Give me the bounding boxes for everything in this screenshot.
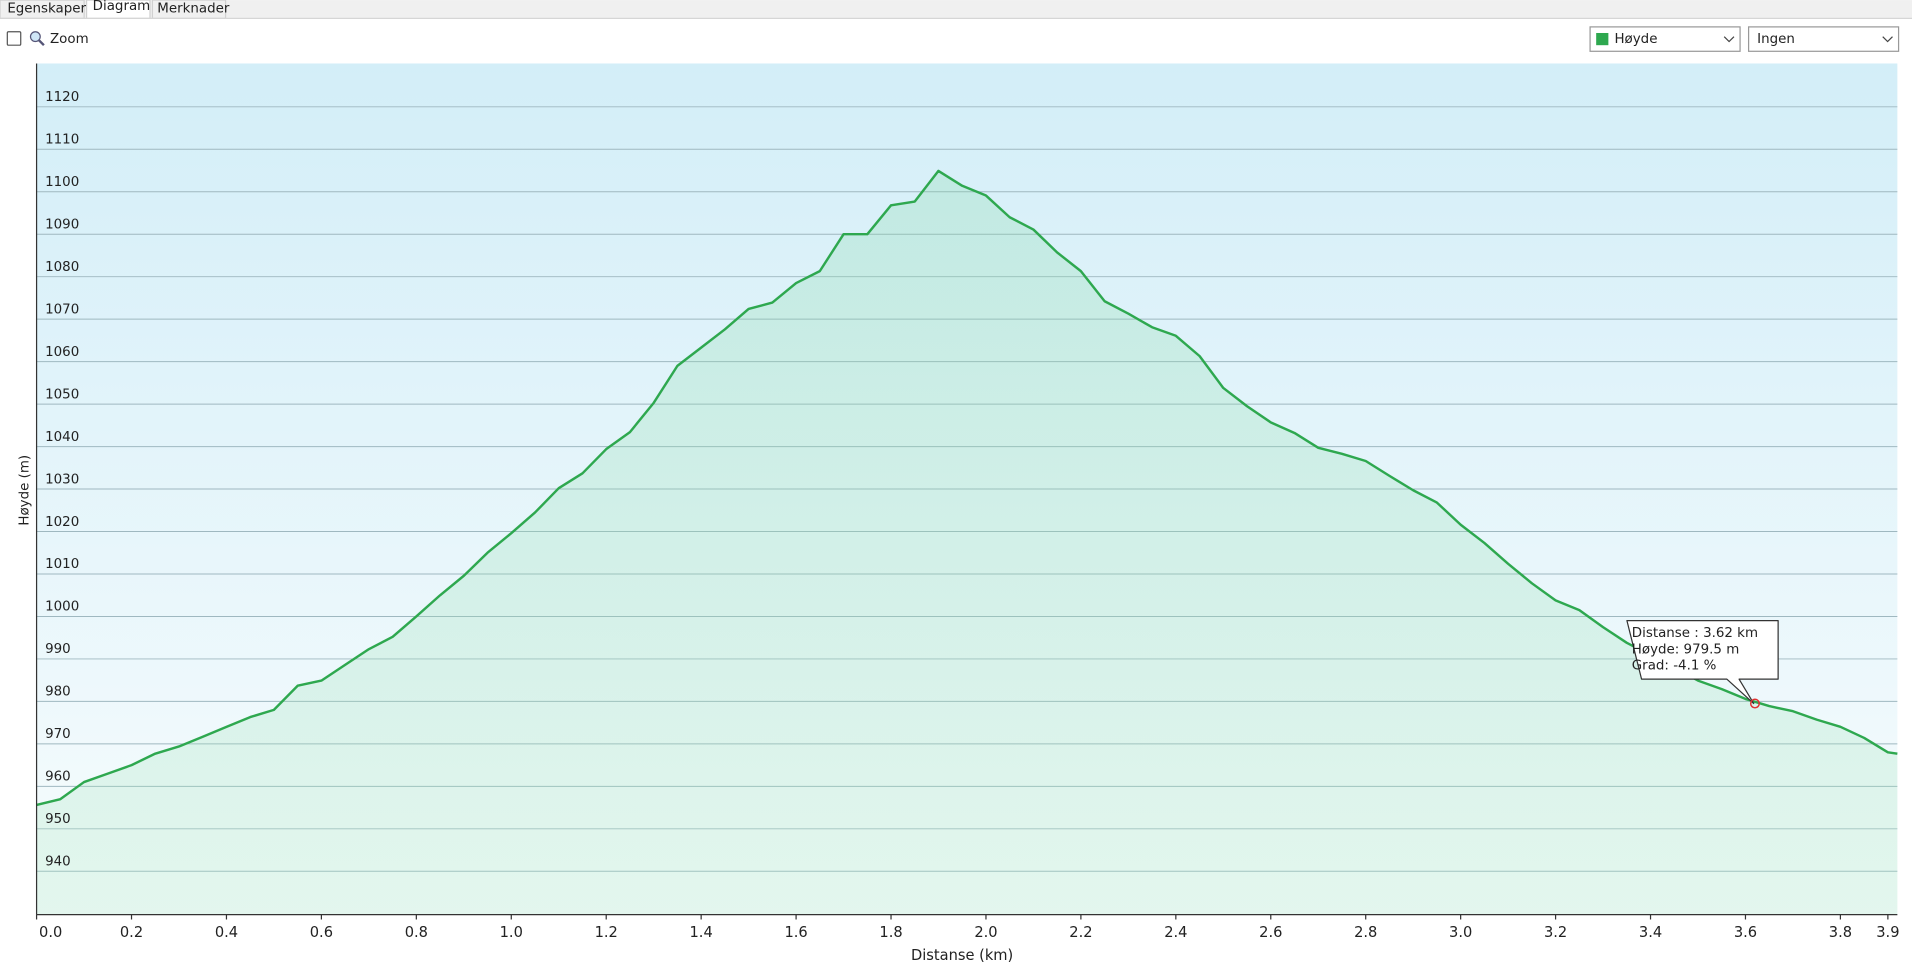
y-tick-label: 950 <box>45 812 71 827</box>
x-tick-label: 2.4 <box>1164 924 1187 941</box>
y-tick-label: 1060 <box>45 345 79 360</box>
x-axis-title: Distanse (km) <box>911 947 1013 964</box>
y-tick-label: 1120 <box>45 90 79 105</box>
x-tick-label: 1.8 <box>879 924 902 941</box>
x-tick-label: 1.6 <box>784 924 807 941</box>
dropdown-label: Høyde <box>1614 32 1657 47</box>
x-tick-label: 3.6 <box>1734 924 1757 941</box>
x-tick-label: 0.0 <box>39 924 62 941</box>
y-tick-label: 1010 <box>45 557 79 572</box>
x-tick-label: 3.8 <box>1829 924 1852 941</box>
tab-label: Diagram <box>93 0 151 14</box>
y-tick-label: 940 <box>45 855 71 870</box>
y-tick-label: 960 <box>45 770 71 785</box>
tooltip-box <box>1626 620 1779 705</box>
x-tick-label: 2.2 <box>1069 924 1092 941</box>
dropdown-arrow <box>1723 36 1735 43</box>
x-tick-label: 3.2 <box>1544 924 1567 941</box>
zoom-icon-handle <box>38 39 45 47</box>
y-tick-label: 980 <box>45 685 71 700</box>
y-tick-label: 1100 <box>45 175 79 190</box>
y-tick-label: 1110 <box>45 133 79 148</box>
y-tick-label: 1070 <box>45 302 79 317</box>
y-tick-label: 990 <box>45 642 71 657</box>
x-tick-label: 1.0 <box>500 924 523 941</box>
elevation-line <box>36 169 1898 807</box>
tooltip-line: Høyde: 979.5 m <box>1632 642 1739 657</box>
x-tick-label: 3.4 <box>1639 924 1662 941</box>
x-tick-label: 1.2 <box>595 924 618 941</box>
y-tick-label: 1020 <box>45 515 79 530</box>
tab-label: Egenskaper <box>7 2 86 17</box>
zoom-label: Zoom <box>50 32 89 47</box>
elevation-area <box>36 170 1898 915</box>
zoom-checkbox[interactable] <box>6 31 22 46</box>
y-tick-label: 1080 <box>45 260 79 275</box>
x-tick-label: 3.0 <box>1449 924 1472 941</box>
series-swatch <box>1596 32 1609 46</box>
x-tick-label: 2.0 <box>974 924 997 941</box>
y-tick-label: 970 <box>45 727 71 742</box>
tab-bar <box>0 0 1912 19</box>
y-tick-label: 1000 <box>45 600 79 615</box>
x-tick-label: 0.2 <box>120 924 143 941</box>
x-tick-label: 3.9 <box>1876 924 1899 941</box>
secondary-dropdown[interactable] <box>1747 26 1900 52</box>
dropdown-arrow <box>1882 36 1893 43</box>
tab-label: Merknader <box>157 2 230 17</box>
x-tick-label: 0.6 <box>310 924 333 941</box>
x-tick-label: 0.8 <box>405 924 428 941</box>
x-tick-label: 0.4 <box>215 924 238 941</box>
tooltip-marker <box>1749 698 1760 709</box>
x-tick-label: 2.8 <box>1354 924 1377 941</box>
y-tick-label: 1050 <box>45 387 79 402</box>
series-dropdown[interactable] <box>1589 26 1741 52</box>
x-tick-label: 1.4 <box>690 924 713 941</box>
tooltip-line: Distanse : 3.62 km <box>1632 626 1758 641</box>
y-tick-label: 1040 <box>45 430 79 445</box>
zoom-icon <box>29 31 41 43</box>
y-axis-title: Høyde (m) <box>17 455 32 526</box>
y-tick-label: 1030 <box>45 472 79 487</box>
tooltip-line: Grad: -4.1 % <box>1632 659 1717 674</box>
x-tick-label: 2.6 <box>1259 924 1282 941</box>
dropdown-label: Ingen <box>1757 32 1795 47</box>
y-tick-label: 1090 <box>45 217 79 232</box>
